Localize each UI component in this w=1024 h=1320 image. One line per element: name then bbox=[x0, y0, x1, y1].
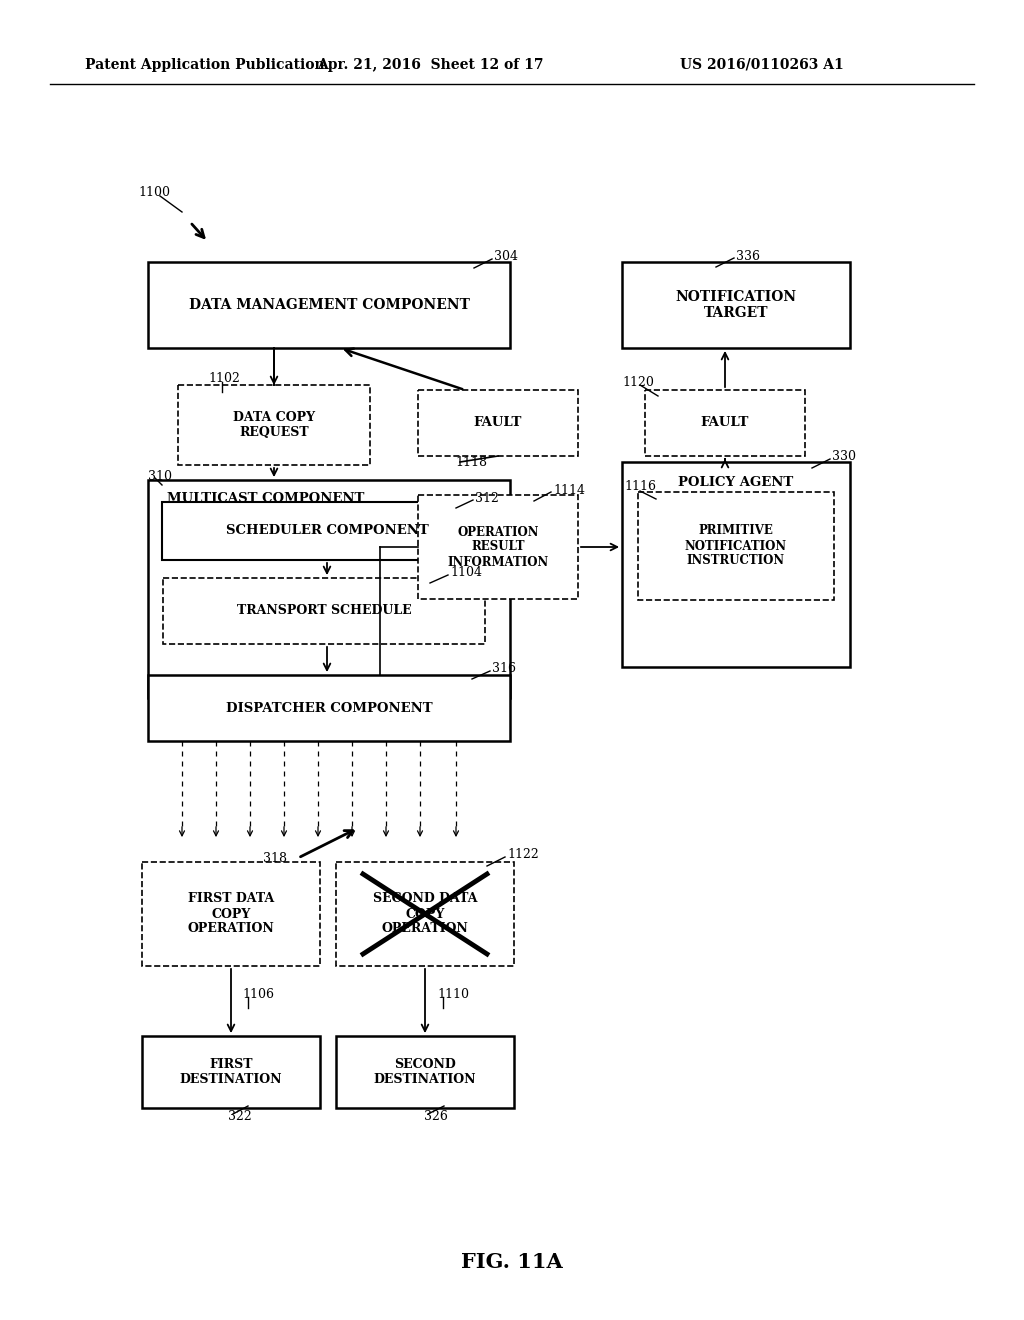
Text: SECOND
DESTINATION: SECOND DESTINATION bbox=[374, 1059, 476, 1086]
Text: 1114: 1114 bbox=[553, 483, 585, 496]
Text: FAULT: FAULT bbox=[700, 417, 750, 429]
Text: 310: 310 bbox=[148, 470, 172, 483]
Text: 312: 312 bbox=[475, 491, 499, 504]
Text: 1102: 1102 bbox=[208, 372, 240, 385]
Text: DATA COPY
REQUEST: DATA COPY REQUEST bbox=[232, 411, 315, 440]
Bar bbox=[336, 862, 514, 966]
Bar bbox=[418, 389, 578, 455]
Text: MULTICAST COMPONENT: MULTICAST COMPONENT bbox=[167, 492, 365, 506]
Text: SECOND DATA
COPY
OPERATION: SECOND DATA COPY OPERATION bbox=[373, 892, 477, 936]
Text: 1120: 1120 bbox=[622, 375, 654, 388]
Text: 1110: 1110 bbox=[437, 987, 469, 1001]
Bar bbox=[163, 578, 485, 644]
Text: 322: 322 bbox=[228, 1110, 252, 1122]
Bar bbox=[622, 462, 850, 667]
Bar bbox=[418, 495, 578, 599]
Text: NOTIFICATION
TARGET: NOTIFICATION TARGET bbox=[676, 290, 797, 321]
Bar bbox=[142, 862, 319, 966]
Text: 1122: 1122 bbox=[507, 849, 539, 862]
Text: FIRST
DESTINATION: FIRST DESTINATION bbox=[180, 1059, 283, 1086]
Bar bbox=[178, 385, 370, 465]
Text: PRIMITIVE
NOTIFICATION
INSTRUCTION: PRIMITIVE NOTIFICATION INSTRUCTION bbox=[685, 524, 787, 568]
Text: OPERATION
RESULT
INFORMATION: OPERATION RESULT INFORMATION bbox=[447, 525, 549, 569]
Text: FIG. 11A: FIG. 11A bbox=[461, 1251, 563, 1272]
Text: 318: 318 bbox=[263, 851, 287, 865]
Bar bbox=[645, 389, 805, 455]
Text: 1118: 1118 bbox=[455, 455, 487, 469]
Text: Apr. 21, 2016  Sheet 12 of 17: Apr. 21, 2016 Sheet 12 of 17 bbox=[316, 58, 544, 73]
Bar bbox=[336, 1036, 514, 1107]
Bar bbox=[148, 675, 510, 741]
Text: 316: 316 bbox=[492, 663, 516, 676]
Text: DISPATCHER COMPONENT: DISPATCHER COMPONENT bbox=[225, 701, 432, 714]
Text: DATA MANAGEMENT COMPONENT: DATA MANAGEMENT COMPONENT bbox=[188, 298, 469, 312]
Text: 1104: 1104 bbox=[450, 566, 482, 579]
Text: FIRST DATA
COPY
OPERATION: FIRST DATA COPY OPERATION bbox=[187, 892, 274, 936]
Text: FAULT: FAULT bbox=[474, 417, 522, 429]
Text: Patent Application Publication: Patent Application Publication bbox=[85, 58, 325, 73]
Text: POLICY AGENT: POLICY AGENT bbox=[678, 477, 794, 490]
Text: 1106: 1106 bbox=[242, 987, 274, 1001]
Text: 330: 330 bbox=[831, 450, 856, 463]
Text: 336: 336 bbox=[736, 249, 760, 263]
Bar bbox=[148, 480, 510, 698]
Bar bbox=[142, 1036, 319, 1107]
Text: 304: 304 bbox=[494, 251, 518, 264]
Bar bbox=[162, 502, 492, 560]
Text: 1116: 1116 bbox=[624, 480, 656, 494]
Text: SCHEDULER COMPONENT: SCHEDULER COMPONENT bbox=[225, 524, 428, 537]
Bar bbox=[638, 492, 834, 601]
Text: 326: 326 bbox=[424, 1110, 447, 1122]
Text: TRANSPORT SCHEDULE: TRANSPORT SCHEDULE bbox=[237, 605, 412, 618]
Bar bbox=[622, 261, 850, 348]
Text: 1100: 1100 bbox=[138, 186, 170, 198]
Bar bbox=[148, 261, 510, 348]
Text: US 2016/0110263 A1: US 2016/0110263 A1 bbox=[680, 58, 844, 73]
